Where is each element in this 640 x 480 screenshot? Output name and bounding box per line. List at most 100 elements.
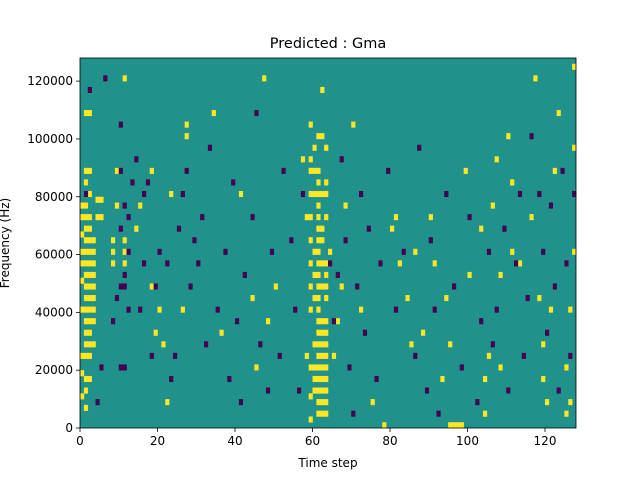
heatmap-cell-low [424, 387, 430, 394]
heatmap-cell-low [521, 352, 526, 359]
heatmap-cell-low [343, 237, 348, 244]
heatmap-cell-high [506, 133, 511, 140]
heatmap-cell-high [316, 283, 321, 290]
heatmap-cell-high [440, 375, 445, 383]
heatmap-cell-low [339, 156, 344, 163]
heatmap-cell-high [320, 283, 325, 290]
heatmap-cell-high [87, 167, 92, 174]
heatmap-cell-high [370, 399, 375, 406]
heatmap-cell-high [324, 318, 329, 325]
y-tick-label: 20000 [35, 363, 73, 377]
heatmap-cell-high [83, 318, 89, 325]
heatmap-cell-low [173, 352, 178, 359]
heatmap-cell-high [316, 271, 321, 278]
heatmap-cell-high [479, 225, 484, 232]
heatmap-cell-low [490, 341, 495, 348]
heatmap-cell-high [331, 352, 337, 359]
heatmap-cell-high [564, 364, 569, 371]
heatmap-cell-high [316, 214, 321, 221]
heatmap-cell-low [452, 283, 457, 290]
heatmap-cell-low [250, 214, 255, 221]
heatmap-cell-high [351, 121, 356, 128]
heatmap-cell-low [366, 225, 371, 232]
heatmap-cell-high [83, 260, 89, 267]
plot-frame [79, 57, 577, 429]
heatmap-cell-high [99, 196, 104, 203]
heatmap-cell-high [320, 341, 325, 348]
heatmap-cell-high [91, 341, 96, 348]
x-tick-label: 80 [382, 434, 397, 448]
heatmap-cell-high [324, 190, 329, 198]
heatmap-cell-high [83, 404, 89, 411]
heatmap-cell-low [297, 387, 302, 394]
heatmap-cell-high [316, 225, 321, 232]
heatmap-cell-low [227, 375, 232, 383]
heatmap-cell-low [432, 306, 437, 313]
heatmap-cell-high [316, 190, 321, 198]
heatmap-cell-high [324, 387, 329, 394]
heatmap-cell-low [537, 190, 542, 198]
heatmap-cell-high [83, 375, 89, 383]
heatmap-cell-high [316, 387, 321, 394]
heatmap-cell-low [204, 341, 209, 348]
heatmap-cell-high [161, 341, 166, 348]
heatmap-cell-low [242, 271, 247, 278]
heatmap-cell-high [300, 156, 306, 163]
heatmap-cell-high [184, 121, 189, 128]
heatmap-cell-high [308, 156, 313, 163]
heatmap-cell-high [91, 283, 96, 290]
heatmap-cell-high [180, 306, 185, 313]
heatmap-cell-low [444, 190, 449, 198]
heatmap-cell-high [316, 133, 321, 140]
heatmap-cell-high [320, 225, 325, 232]
heatmap-cell-high [316, 202, 321, 209]
heatmap-cell-low [401, 248, 406, 255]
heatmap-cell-high [122, 75, 127, 82]
heatmap-cell-high [273, 283, 278, 290]
heatmap-cell-low [475, 399, 480, 406]
y-tick-label: 80000 [35, 190, 73, 204]
heatmap-cell-high [87, 271, 92, 278]
heatmap-cell-high [324, 375, 329, 383]
heatmap-cell-high [80, 202, 85, 209]
heatmap-cell-low [560, 167, 565, 174]
heatmap-cell-low [118, 225, 123, 232]
heatmap-cell-high [91, 237, 96, 244]
heatmap-cell-low [293, 306, 298, 313]
heatmap-cell-high [80, 306, 85, 313]
heatmap-cell-high [308, 416, 313, 423]
heatmap-cell-high [552, 167, 557, 174]
heatmap-cell-high [572, 248, 577, 255]
heatmap-cell-high [324, 329, 329, 336]
heatmap-cell-low [215, 306, 220, 313]
x-tick-label: 100 [456, 434, 479, 448]
heatmap-cell-high [316, 399, 321, 406]
heatmap-cell-low [436, 410, 441, 417]
heatmap-cell-low [180, 190, 185, 198]
heatmap-cell-high [122, 260, 127, 267]
heatmap-cell-high [87, 248, 92, 255]
heatmap-cell-high [157, 306, 162, 313]
heatmap-cell-low [176, 225, 182, 232]
heatmap-cell-high [149, 167, 154, 174]
heatmap-cell-high [83, 341, 89, 348]
heatmap-cell-high [572, 144, 577, 151]
heatmap-cell-high [312, 190, 317, 198]
heatmap-cell-low [269, 248, 275, 255]
heatmap-cell-low [149, 352, 154, 359]
heatmap-cell-high [568, 399, 573, 406]
heatmap-cell-high [111, 237, 116, 244]
heatmap-cell-high [312, 364, 317, 371]
heatmap-cell-high [80, 248, 85, 255]
heatmap-cell-high [312, 295, 317, 302]
x-axis-label: Time step [297, 456, 357, 470]
heatmap-cell-low [545, 329, 550, 336]
heatmap-cell-low [277, 352, 282, 359]
heatmap-cell-high [312, 341, 317, 348]
heatmap-cell-high [324, 341, 329, 348]
heatmap-cell-low [428, 237, 433, 244]
heatmap-cell-high [490, 202, 495, 209]
heatmap-cell-high [324, 399, 329, 406]
heatmap-cell-low [378, 260, 383, 267]
heatmap-cell-high [320, 260, 325, 267]
